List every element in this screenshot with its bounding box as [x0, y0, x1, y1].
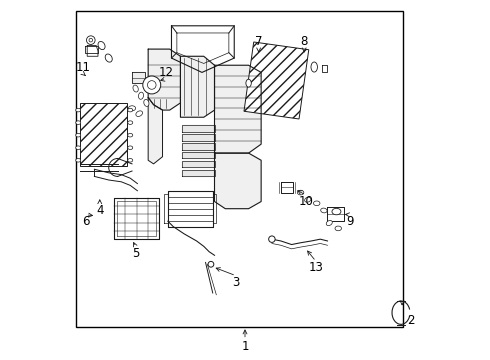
Ellipse shape	[297, 190, 304, 195]
Ellipse shape	[314, 201, 320, 206]
Text: 8: 8	[300, 35, 308, 49]
Ellipse shape	[320, 208, 327, 213]
Polygon shape	[213, 194, 216, 223]
Ellipse shape	[76, 108, 81, 112]
Polygon shape	[132, 72, 145, 83]
Text: 1: 1	[241, 339, 249, 352]
Text: 4: 4	[96, 204, 103, 217]
Circle shape	[143, 76, 161, 94]
Circle shape	[89, 39, 93, 42]
Text: 10: 10	[298, 195, 314, 208]
Polygon shape	[327, 207, 343, 221]
Ellipse shape	[305, 197, 311, 202]
Circle shape	[147, 81, 156, 89]
Ellipse shape	[136, 111, 143, 117]
Text: 11: 11	[75, 60, 91, 73]
Circle shape	[87, 36, 95, 44]
Polygon shape	[148, 98, 163, 164]
Text: 2: 2	[407, 314, 415, 327]
Ellipse shape	[144, 99, 149, 107]
Ellipse shape	[332, 208, 341, 215]
Ellipse shape	[246, 79, 251, 87]
Polygon shape	[148, 49, 180, 110]
Polygon shape	[182, 170, 215, 176]
Polygon shape	[215, 153, 261, 209]
Ellipse shape	[128, 108, 133, 112]
Ellipse shape	[128, 121, 133, 125]
Ellipse shape	[128, 106, 136, 111]
Ellipse shape	[139, 92, 144, 99]
Bar	[76, 12, 403, 327]
Ellipse shape	[98, 41, 105, 50]
Ellipse shape	[326, 220, 332, 226]
Ellipse shape	[76, 134, 81, 137]
Polygon shape	[182, 143, 215, 149]
Circle shape	[269, 236, 275, 242]
Polygon shape	[215, 65, 261, 153]
Polygon shape	[182, 125, 215, 132]
Ellipse shape	[335, 226, 342, 231]
Polygon shape	[180, 56, 215, 117]
Ellipse shape	[76, 146, 81, 149]
Polygon shape	[177, 33, 229, 63]
Polygon shape	[164, 194, 168, 223]
Ellipse shape	[76, 121, 81, 125]
Text: 6: 6	[82, 215, 89, 228]
Text: 3: 3	[232, 276, 240, 289]
Polygon shape	[87, 45, 98, 56]
Polygon shape	[168, 191, 213, 226]
Polygon shape	[172, 26, 234, 72]
Ellipse shape	[128, 158, 133, 162]
Bar	[244, 42, 309, 119]
Polygon shape	[114, 198, 159, 239]
Ellipse shape	[133, 85, 138, 92]
Ellipse shape	[128, 146, 133, 149]
Polygon shape	[182, 152, 215, 158]
Polygon shape	[322, 65, 327, 72]
Polygon shape	[281, 182, 294, 193]
Text: 13: 13	[309, 261, 323, 274]
Ellipse shape	[76, 158, 81, 162]
Text: 12: 12	[159, 66, 173, 79]
Text: 9: 9	[346, 215, 353, 228]
Circle shape	[208, 261, 214, 267]
Ellipse shape	[311, 62, 318, 72]
Text: 7: 7	[255, 35, 262, 49]
Polygon shape	[85, 45, 98, 53]
Text: 5: 5	[132, 247, 139, 260]
Polygon shape	[182, 161, 215, 167]
Polygon shape	[182, 134, 215, 140]
Ellipse shape	[105, 54, 112, 62]
Ellipse shape	[128, 134, 133, 137]
Bar	[80, 103, 126, 166]
Polygon shape	[117, 201, 156, 236]
